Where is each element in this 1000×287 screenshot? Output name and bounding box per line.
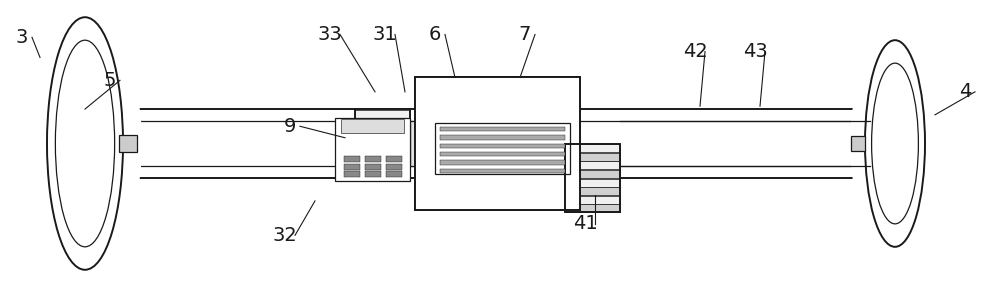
Text: 4: 4 bbox=[959, 82, 971, 101]
Bar bbox=[355, 161, 410, 169]
Bar bbox=[386, 156, 402, 162]
Bar bbox=[565, 196, 620, 204]
Bar bbox=[344, 164, 360, 170]
Bar bbox=[565, 170, 620, 178]
Bar bbox=[440, 160, 565, 165]
Bar bbox=[415, 77, 580, 210]
Bar bbox=[415, 106, 580, 181]
Bar bbox=[365, 156, 381, 162]
Bar bbox=[415, 77, 580, 210]
Bar bbox=[355, 109, 410, 178]
Bar bbox=[355, 144, 410, 152]
Ellipse shape bbox=[28, 17, 142, 270]
Bar bbox=[355, 118, 410, 126]
Bar bbox=[410, 121, 415, 166]
Bar bbox=[440, 127, 565, 131]
Text: 41: 41 bbox=[573, 214, 597, 233]
Text: 5: 5 bbox=[104, 71, 116, 90]
Text: 32: 32 bbox=[273, 226, 297, 245]
Bar bbox=[355, 109, 410, 178]
Bar bbox=[341, 119, 404, 133]
Text: 42: 42 bbox=[683, 42, 707, 61]
Ellipse shape bbox=[872, 63, 918, 224]
Text: 6: 6 bbox=[429, 25, 441, 44]
Ellipse shape bbox=[47, 17, 123, 270]
Bar bbox=[565, 144, 620, 152]
Bar bbox=[435, 123, 570, 174]
Text: 33: 33 bbox=[318, 25, 342, 44]
Text: 3: 3 bbox=[16, 28, 28, 47]
Ellipse shape bbox=[850, 40, 940, 247]
Bar bbox=[440, 152, 565, 156]
Bar bbox=[355, 153, 410, 161]
Bar bbox=[565, 161, 620, 169]
Bar bbox=[565, 179, 620, 187]
Bar bbox=[565, 144, 620, 212]
Bar bbox=[355, 127, 410, 135]
Ellipse shape bbox=[55, 40, 115, 247]
Bar bbox=[355, 135, 410, 144]
Bar bbox=[386, 171, 402, 177]
Bar bbox=[440, 144, 565, 148]
Text: 31: 31 bbox=[373, 25, 397, 44]
Bar bbox=[355, 110, 410, 118]
Bar bbox=[365, 171, 381, 177]
Bar bbox=[440, 169, 565, 173]
Bar bbox=[119, 135, 137, 152]
Ellipse shape bbox=[865, 40, 925, 247]
Text: 7: 7 bbox=[519, 25, 531, 44]
Text: 9: 9 bbox=[284, 117, 296, 136]
Bar bbox=[440, 135, 565, 139]
Bar bbox=[355, 170, 410, 178]
Bar bbox=[344, 171, 360, 177]
Bar bbox=[365, 164, 381, 170]
Bar bbox=[851, 136, 865, 151]
Bar bbox=[565, 204, 620, 212]
Bar bbox=[565, 187, 620, 195]
Bar bbox=[344, 156, 360, 162]
Bar bbox=[335, 118, 410, 181]
Text: 43: 43 bbox=[743, 42, 767, 61]
Bar bbox=[565, 144, 620, 212]
Bar bbox=[386, 164, 402, 170]
Bar bbox=[565, 153, 620, 161]
